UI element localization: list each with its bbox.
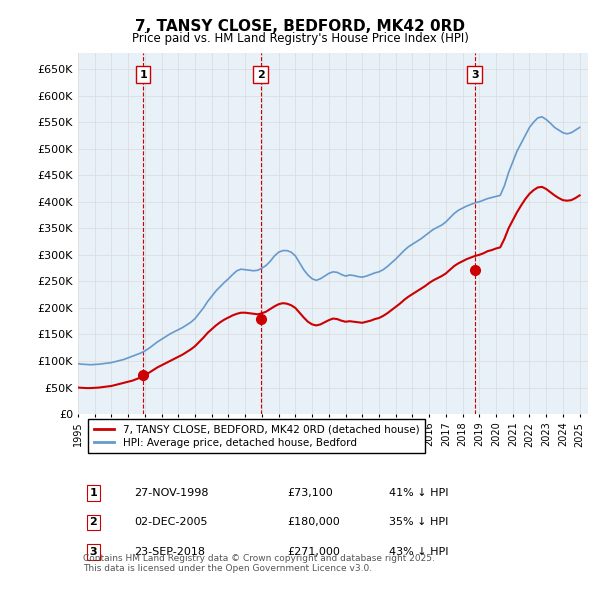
Text: 43% ↓ HPI: 43% ↓ HPI bbox=[389, 547, 449, 557]
Text: 1: 1 bbox=[89, 488, 97, 498]
Text: 1: 1 bbox=[139, 70, 147, 80]
Text: 35% ↓ HPI: 35% ↓ HPI bbox=[389, 517, 448, 527]
Text: 2: 2 bbox=[257, 70, 265, 80]
Text: 3: 3 bbox=[89, 547, 97, 557]
Text: 02-DEC-2005: 02-DEC-2005 bbox=[134, 517, 208, 527]
Legend: 7, TANSY CLOSE, BEDFORD, MK42 0RD (detached house), HPI: Average price, detached: 7, TANSY CLOSE, BEDFORD, MK42 0RD (detac… bbox=[88, 419, 425, 453]
Text: £271,000: £271,000 bbox=[287, 547, 340, 557]
Text: 23-SEP-2018: 23-SEP-2018 bbox=[134, 547, 205, 557]
Text: 41% ↓ HPI: 41% ↓ HPI bbox=[389, 488, 449, 498]
Text: £180,000: £180,000 bbox=[287, 517, 340, 527]
Text: 7, TANSY CLOSE, BEDFORD, MK42 0RD: 7, TANSY CLOSE, BEDFORD, MK42 0RD bbox=[135, 19, 465, 34]
Text: 3: 3 bbox=[471, 70, 478, 80]
Text: Price paid vs. HM Land Registry's House Price Index (HPI): Price paid vs. HM Land Registry's House … bbox=[131, 32, 469, 45]
Text: 27-NOV-1998: 27-NOV-1998 bbox=[134, 488, 209, 498]
Text: 2: 2 bbox=[89, 517, 97, 527]
Text: Contains HM Land Registry data © Crown copyright and database right 2025.
This d: Contains HM Land Registry data © Crown c… bbox=[83, 554, 435, 573]
Text: £73,100: £73,100 bbox=[287, 488, 333, 498]
